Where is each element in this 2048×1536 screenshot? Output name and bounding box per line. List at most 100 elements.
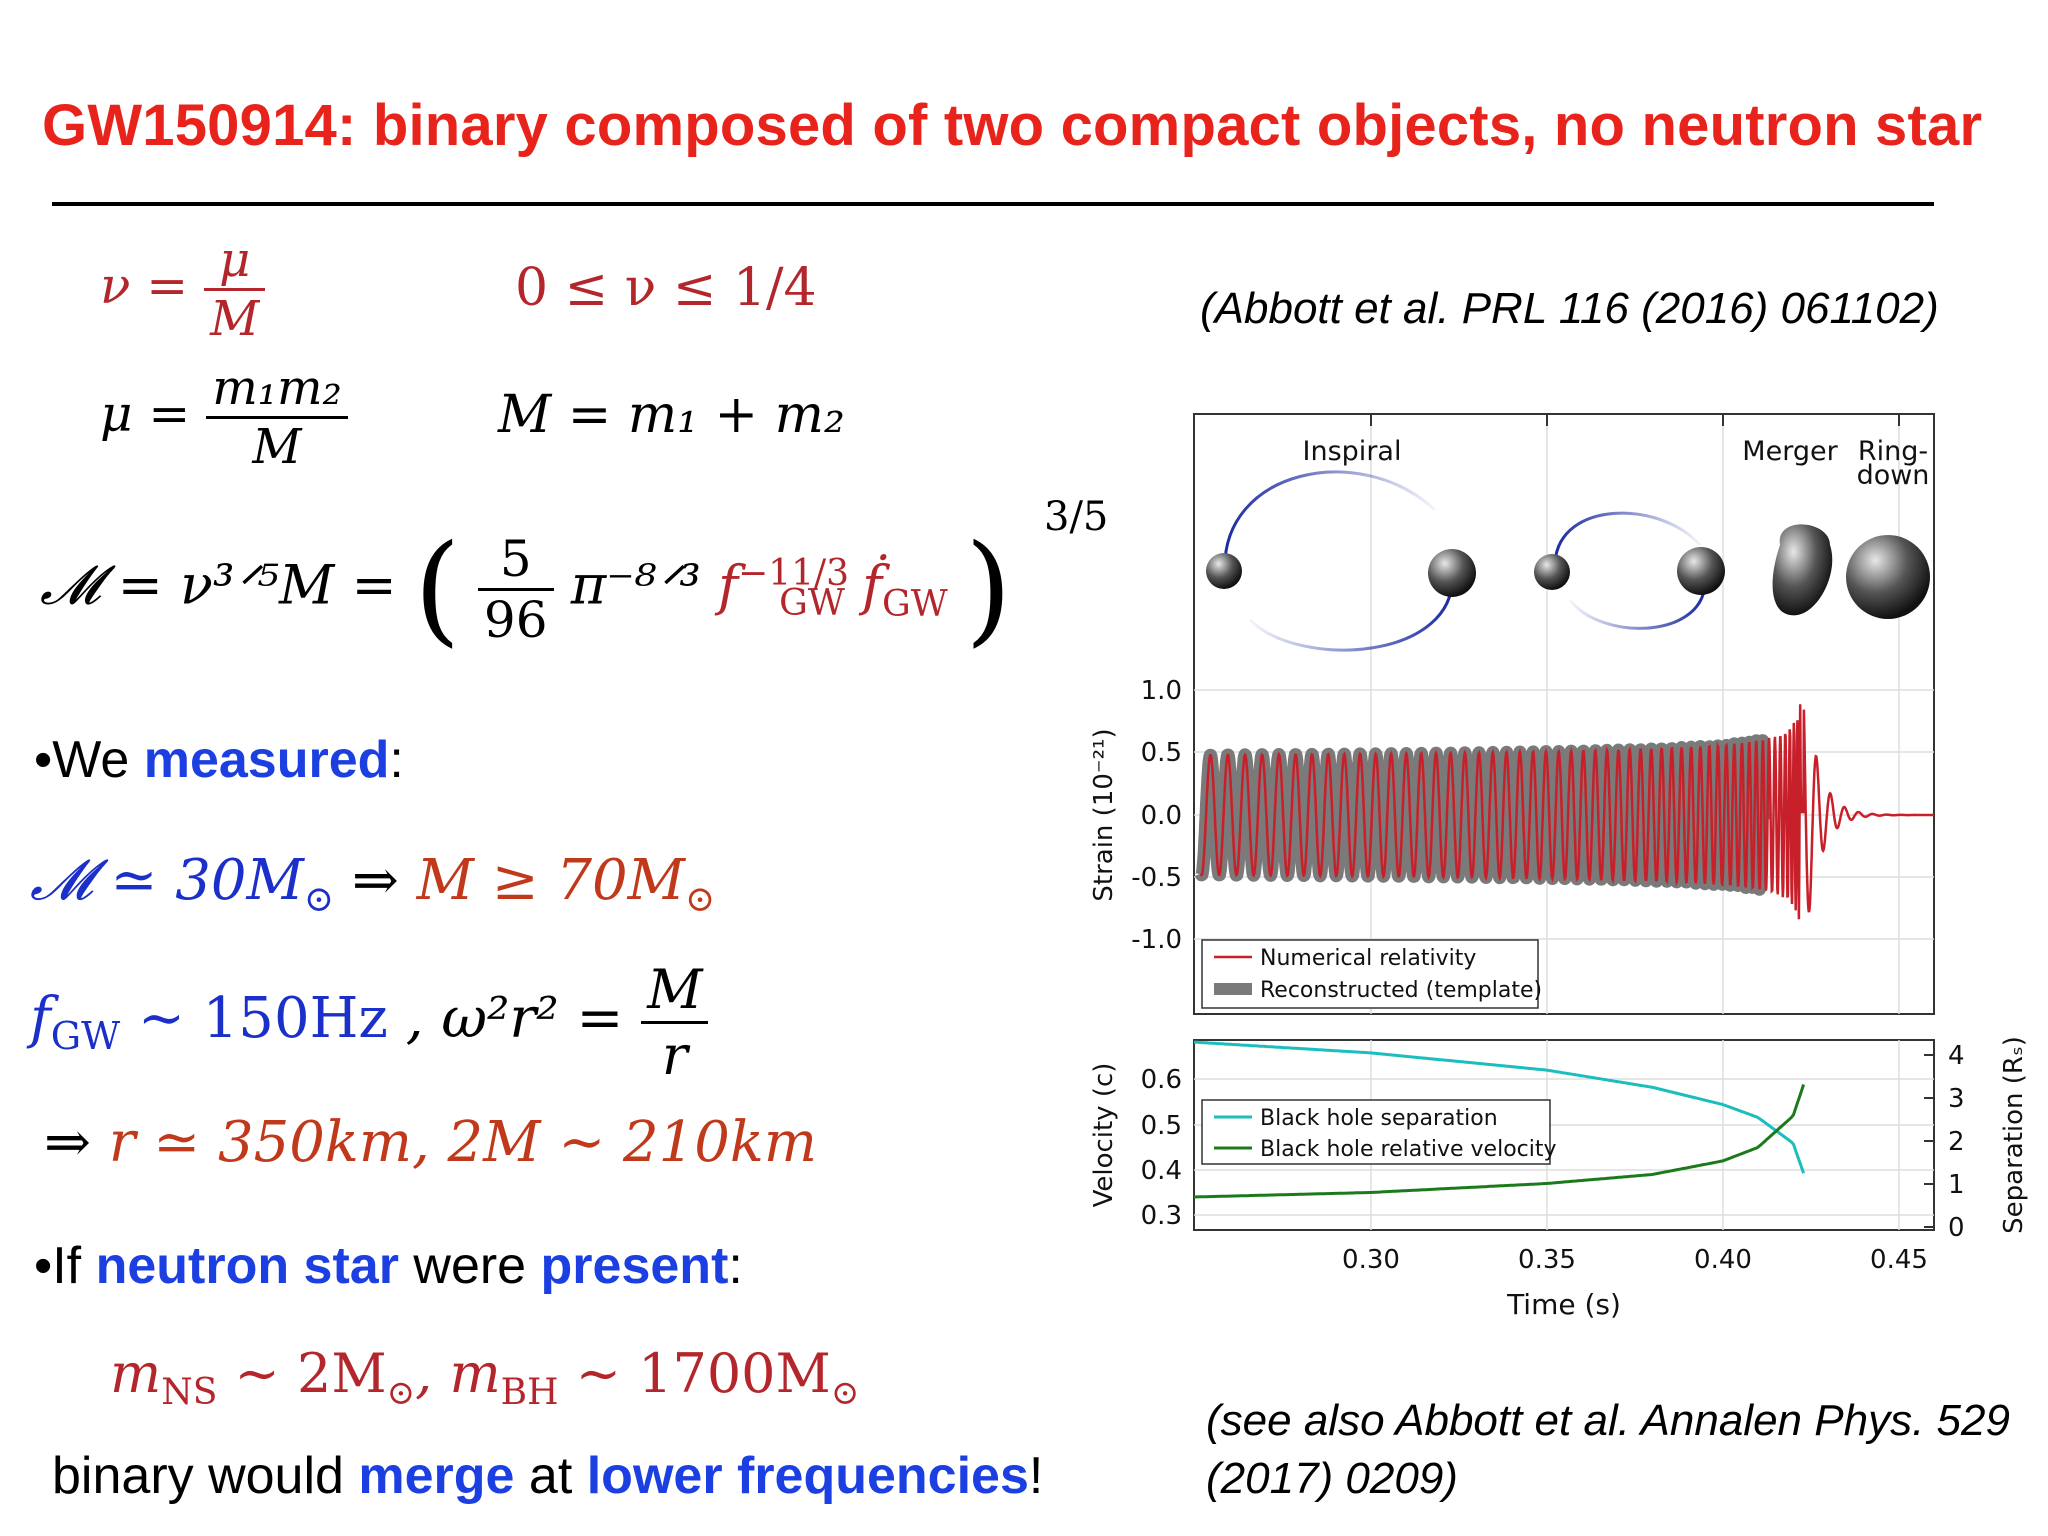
vtick-0.3: 0.3 <box>1141 1201 1182 1231</box>
chirp-f-sym: f <box>718 553 739 617</box>
close-paren: ) <box>964 520 1012 659</box>
ytick--0.5: -0.5 <box>1131 863 1182 893</box>
nu-lhs: ν = <box>100 256 189 315</box>
ringdown-label-2: down <box>1857 460 1930 491</box>
sun-symbol: ⊙ <box>685 879 716 921</box>
separation-ticks <box>1924 1054 1934 1228</box>
vtick-0.5: 0.5 <box>1141 1111 1182 1141</box>
strain-ylabel: Strain (10⁻²¹) <box>1089 728 1119 901</box>
time-xlabel: Time (s) <box>1506 1288 1621 1321</box>
primary-citation: (Abbott et al. PRL 116 (2016) 061102) <box>1200 284 1939 333</box>
stick-0: 0 <box>1948 1213 1965 1243</box>
stick-4: 4 <box>1948 1041 1965 1071</box>
mu-numerator: m₁m₂ <box>206 360 348 419</box>
radius-value: r ≃ 350km, 2M ∼ 210km <box>108 1110 817 1175</box>
merge-keyword: merge <box>358 1447 515 1505</box>
numerical-relativity-series <box>1199 704 1934 920</box>
ns-bh-masses: mNS ∼ 2M⊙, mBH ∼ 1700M⊙ <box>110 1342 859 1413</box>
remnant-black-hole-icon <box>1846 535 1930 619</box>
legend-sep-label: Black hole separation <box>1260 1106 1498 1131</box>
stick-3: 3 <box>1948 1084 1965 1114</box>
legend-template-label: Reconstructed (template) <box>1260 978 1542 1003</box>
legend-nr-label: Numerical relativity <box>1260 946 1476 971</box>
black-hole-icon <box>1677 547 1725 595</box>
bullet-dot: • <box>34 731 53 789</box>
ns-post: : <box>728 1237 743 1295</box>
strain-yticks: 1.0 0.5 0.0 -0.5 -1.0 <box>1131 676 1182 955</box>
measured-keyword: measured <box>143 731 390 789</box>
ringdown-label-1: Ring- <box>1858 436 1928 467</box>
xtick-0.35: 0.35 <box>1518 1245 1576 1275</box>
mu-definition: μ = m₁m₂ M <box>100 360 348 475</box>
chirp-f-sup: −11/3 <box>738 552 850 594</box>
xtick-0.45: 0.45 <box>1870 1245 1928 1275</box>
separation-ylabel: Separation (Rₛ) <box>1999 1036 2029 1234</box>
fgw-value: fGW ∼ 150Hz <box>30 986 388 1058</box>
orbit-path <box>1553 511 1702 563</box>
ns-mass-sym: m <box>110 1342 162 1405</box>
inspiral-label: Inspiral <box>1303 436 1402 467</box>
conclusion-mid: at <box>514 1447 587 1505</box>
merger-blob-icon <box>1772 524 1833 616</box>
time-xticks: 0.30 0.35 0.40 0.45 <box>1342 1245 1928 1275</box>
sun-symbol: ⊙ <box>830 1372 860 1413</box>
strain-panel-frame <box>1193 413 1935 1015</box>
chirp-fdot: ḟGW <box>862 554 948 625</box>
stick-1: 1 <box>1948 1170 1965 1200</box>
chirp-lhs: 𝓜 = ν³ᐟ⁵M = <box>40 553 397 617</box>
bh-sub: BH <box>500 1371 559 1413</box>
stick-2: 2 <box>1948 1127 1965 1157</box>
separation-series <box>1193 1040 1806 1174</box>
ytick-0.5: 0.5 <box>1141 738 1182 768</box>
conclusion-post: ! <box>1028 1447 1044 1505</box>
kepler-lhs: , ω²r² = <box>405 986 624 1051</box>
ns-pre: If <box>52 1237 96 1295</box>
xtick-0.40: 0.40 <box>1694 1245 1752 1275</box>
kepler-num: M <box>641 958 709 1024</box>
mu-denominator: M <box>252 419 302 475</box>
chirp-frac-den: 96 <box>483 591 548 649</box>
radius-implies: ⇒ <box>44 1110 91 1175</box>
total-mass-value: M ≥ 70M⊙ <box>417 848 716 920</box>
ytick-1.0: 1.0 <box>1141 676 1182 706</box>
present-keyword: present <box>540 1237 729 1295</box>
black-hole-icon <box>1534 554 1570 590</box>
chirp-mass-eq: 𝓜 = ν³ᐟ⁵M = ( 5 96 π⁻⁸ᐟ³ f−11/3GW ḟGW ) <box>40 520 1012 659</box>
radius-result: ⇒ r ≃ 350km, 2M ∼ 210km <box>44 1110 817 1175</box>
sun-symbol: ⊙ <box>386 1372 416 1413</box>
strain-ticks <box>1370 414 1900 426</box>
ns-keyword: neutron star <box>95 1237 399 1295</box>
merger-label: Merger <box>1742 436 1838 467</box>
secondary-citation-line2: (2017) 0209) <box>1206 1454 1458 1503</box>
gw150914-figure: Inspiral Merger Ring- down 1.0 0.5 0.0 -… <box>1089 413 2029 1321</box>
orbit-path <box>1248 571 1454 652</box>
chirp-f: f−11/3GW <box>718 553 849 625</box>
implies-arrow: ⇒ <box>351 848 399 913</box>
measured-bullet: •We measured: <box>34 730 404 790</box>
ns-mid: were <box>398 1237 541 1295</box>
chirp-frac-num: 5 <box>477 530 554 591</box>
velocity-yticks: 0.6 0.5 0.4 0.3 <box>1141 1065 1182 1231</box>
velocity-ylabel: Velocity (c) <box>1089 1063 1119 1208</box>
neutron-star-bullet: •If neutron star were present: <box>34 1236 743 1296</box>
ytick--1.0: -1.0 <box>1131 925 1182 955</box>
legend-vel-label: Black hole relative velocity <box>1260 1137 1557 1162</box>
chirp-pi: π⁻⁸ᐟ³ <box>570 553 701 617</box>
ytick-0.0: 0.0 <box>1141 801 1182 831</box>
total-mass-eq: M = m₁ + m₂ <box>498 385 845 445</box>
bullet-dot: • <box>34 1237 53 1295</box>
nu-denominator: M <box>210 291 260 347</box>
bh-val: ∼ 1700M <box>558 1342 831 1405</box>
ns-val: ∼ 2M <box>217 1342 387 1405</box>
strain-grid <box>1194 414 1934 1014</box>
separation-yticks: 0 1 2 3 4 <box>1948 1041 1965 1243</box>
measured-post: : <box>389 731 404 789</box>
lower-freq-keyword: lower frequencies <box>586 1447 1029 1505</box>
ns-sub: NS <box>161 1371 218 1413</box>
strain-legend <box>1201 939 1539 1009</box>
black-hole-icon <box>1428 549 1476 597</box>
bh-sep: , m <box>415 1342 501 1405</box>
slide-title: GW150914: binary composed of two compact… <box>42 93 1983 158</box>
orbit-path <box>1223 470 1437 573</box>
kepler-den: r <box>661 1024 688 1087</box>
